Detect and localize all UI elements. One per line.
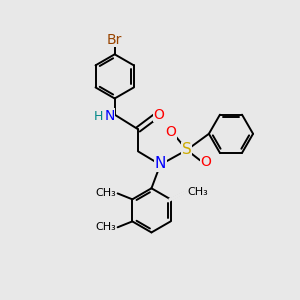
- Text: N: N: [154, 156, 166, 171]
- Text: O: O: [153, 108, 164, 122]
- Text: N: N: [104, 109, 115, 123]
- Text: CH₃: CH₃: [188, 187, 208, 197]
- Text: CH₃: CH₃: [95, 222, 116, 232]
- Text: O: O: [165, 125, 176, 139]
- Text: H: H: [94, 110, 103, 123]
- Text: CH₃: CH₃: [95, 188, 116, 198]
- Text: Br: Br: [107, 33, 122, 46]
- Text: S: S: [182, 142, 192, 158]
- Text: O: O: [200, 155, 211, 169]
